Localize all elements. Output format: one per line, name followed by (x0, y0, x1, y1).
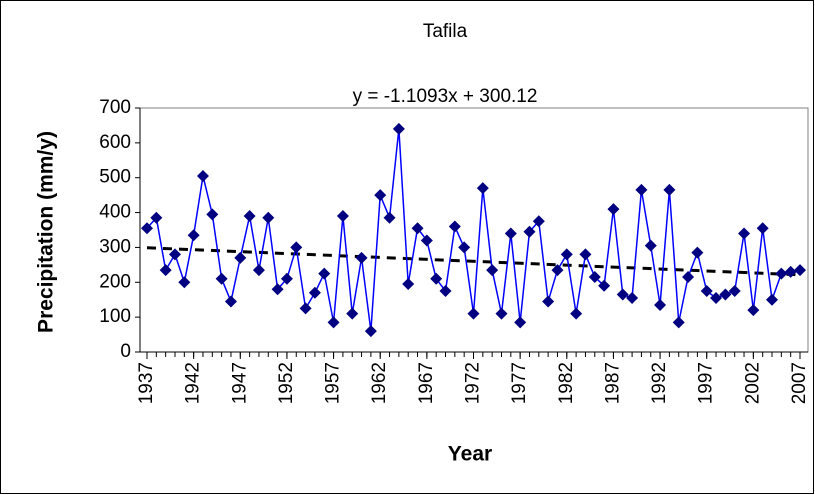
data-point (308, 286, 321, 299)
x-axis-label: Year (448, 443, 492, 466)
data-point (467, 307, 480, 320)
x-tick-label: 1947 (229, 362, 250, 404)
data-point (486, 264, 499, 277)
data-point (215, 272, 228, 285)
data-point (141, 222, 153, 235)
data-point (672, 316, 685, 329)
data-point (262, 211, 275, 224)
y-tick-label: 200 (99, 271, 131, 292)
data-point (579, 248, 592, 261)
data-point (318, 267, 331, 280)
data-point (234, 251, 247, 264)
data-point (570, 307, 583, 320)
data-point (159, 264, 172, 277)
data-point (551, 264, 564, 277)
data-point (514, 316, 527, 329)
y-tick-label: 400 (99, 202, 131, 223)
data-point (523, 225, 536, 238)
data-point (710, 291, 723, 304)
data-point (252, 264, 265, 277)
x-tick-label: 1952 (276, 362, 297, 404)
data-point (738, 227, 751, 240)
data-point (644, 239, 657, 252)
data-point (542, 295, 555, 308)
data-point (280, 272, 293, 285)
trend-equation: y = -1.1093x + 300.12 (353, 86, 538, 107)
data-point (626, 291, 639, 304)
data-point (588, 271, 601, 284)
y-tick-label: 500 (99, 167, 131, 188)
data-point (178, 276, 191, 289)
data-point (504, 227, 517, 240)
x-tick-label: 1957 (323, 362, 344, 404)
chart-title: Tafila (423, 21, 468, 42)
x-tick-label: 1937 (136, 362, 157, 404)
data-point (224, 295, 237, 308)
data-point (411, 222, 424, 235)
data-point (196, 169, 209, 182)
data-point (560, 248, 573, 261)
y-tick-label: 100 (99, 306, 131, 327)
y-tick-label: 300 (99, 236, 131, 257)
x-tick-label: 1987 (602, 362, 623, 404)
data-point (794, 264, 806, 277)
x-tick-label: 1962 (369, 362, 390, 404)
data-point (187, 229, 200, 242)
data-point (420, 234, 433, 247)
x-tick-label: 1967 (416, 362, 437, 404)
x-tick-label: 1972 (463, 362, 484, 404)
data-point (607, 203, 620, 216)
data-point (383, 211, 396, 224)
data-point (374, 189, 387, 202)
x-tick-label: 1942 (183, 362, 204, 404)
data-point (747, 304, 760, 317)
data-point (682, 271, 695, 284)
data-point (299, 302, 312, 315)
y-axis-label: Precipitation (mm/y) (35, 131, 58, 333)
data-point (430, 272, 443, 285)
data-point (346, 307, 359, 320)
data-point (448, 220, 461, 233)
x-tick-label: 1992 (649, 362, 670, 404)
y-tick-label: 700 (99, 97, 131, 118)
data-point (532, 215, 545, 228)
data-point (775, 267, 788, 280)
y-tick-label: 0 (120, 341, 131, 362)
data-point (243, 210, 256, 223)
data-point (719, 288, 732, 301)
data-point (402, 278, 415, 291)
data-point (355, 251, 368, 264)
data-point (495, 307, 508, 320)
data-point (271, 283, 284, 296)
data-point (728, 285, 741, 297)
data-point (616, 288, 629, 301)
data-point (691, 246, 704, 259)
data-point (654, 298, 667, 311)
data-point (392, 122, 405, 135)
data-point (150, 211, 163, 224)
x-tick-label: 1982 (556, 362, 577, 404)
data-point (766, 293, 779, 306)
data-point (635, 183, 648, 196)
data-point (439, 285, 452, 297)
x-tick-label: 1997 (696, 362, 717, 404)
data-point (336, 210, 349, 223)
data-point (458, 241, 471, 254)
data-point (327, 316, 340, 329)
x-tick-label: 1977 (509, 362, 530, 404)
data-point (364, 325, 377, 338)
data-point (476, 182, 489, 195)
x-tick-label: 2002 (742, 362, 763, 404)
data-point (663, 183, 676, 196)
data-point (168, 248, 181, 261)
data-point (700, 285, 713, 297)
data-point (756, 222, 769, 235)
data-point (784, 265, 797, 278)
data-point (598, 279, 611, 292)
data-point (290, 241, 303, 254)
data-point (206, 208, 219, 221)
y-tick-label: 600 (99, 132, 131, 153)
x-tick-label: 2007 (789, 362, 810, 404)
